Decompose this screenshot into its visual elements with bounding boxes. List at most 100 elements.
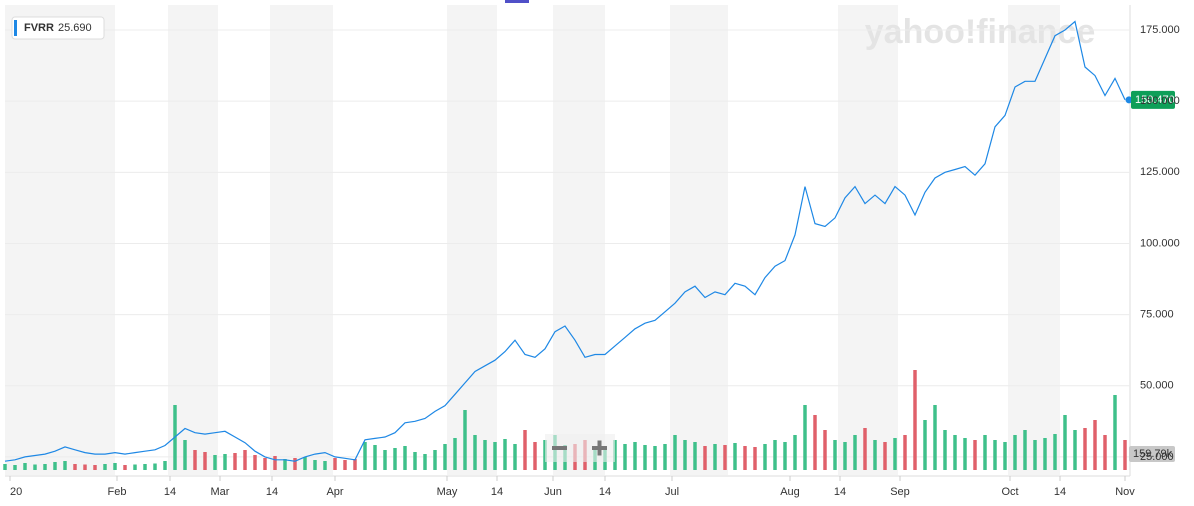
volume-bar — [653, 446, 657, 470]
volume-bar — [293, 458, 297, 470]
volume-bar — [63, 461, 67, 470]
volume-bar — [363, 442, 367, 470]
last-dot — [1125, 96, 1133, 104]
volume-bar — [103, 464, 107, 470]
volume-bar — [1063, 415, 1067, 470]
band — [447, 5, 497, 475]
volume-bar — [883, 442, 887, 470]
x-tick-label: Oct — [1001, 486, 1018, 498]
volume-bar — [953, 435, 957, 470]
volume-bar — [383, 450, 387, 470]
volume-bar — [693, 442, 697, 470]
volume-bar — [1093, 420, 1097, 470]
volume-bar — [913, 370, 917, 470]
volume-bar — [483, 440, 487, 470]
volume-bar — [673, 435, 677, 470]
volume-bar — [83, 464, 87, 470]
volume-bar — [283, 459, 287, 470]
band — [838, 5, 898, 475]
volume-bar — [1033, 440, 1037, 470]
volume-bar — [263, 458, 267, 470]
x-tick-label: Aug — [780, 486, 800, 498]
y-tick-label: 150.000 — [1140, 95, 1180, 107]
volume-bar — [993, 440, 997, 470]
volume-bar — [663, 444, 667, 470]
range-indicator — [505, 0, 529, 3]
volume-bar — [723, 445, 727, 470]
watermark: yahoo!finance — [865, 13, 1095, 51]
volume-bar — [233, 453, 237, 470]
volume-bar — [753, 447, 757, 470]
volume-bar — [433, 450, 437, 470]
x-tick-label: 20 — [10, 486, 22, 498]
legend: FVRR 25.690 — [11, 16, 105, 40]
volume-bar — [203, 452, 207, 470]
x-tick-label: Nov — [1115, 486, 1135, 498]
volume-bar — [1053, 434, 1057, 470]
volume-bar — [703, 446, 707, 470]
volume-bar — [1013, 435, 1017, 470]
y-tick-label: 75.000 — [1140, 309, 1174, 321]
x-tick-label: 14 — [164, 486, 176, 498]
volume-bar — [323, 461, 327, 470]
band — [670, 5, 728, 475]
volume-bar — [1083, 428, 1087, 470]
x-tick-label: Apr — [326, 486, 343, 498]
legend-price: 25.690 — [58, 22, 92, 34]
volume-bar — [213, 455, 217, 470]
volume-bar — [163, 461, 167, 470]
volume-bar — [353, 459, 357, 470]
volume-bar — [453, 438, 457, 470]
volume-bar — [743, 446, 747, 470]
zoom-in[interactable] — [592, 440, 607, 456]
volume-bar — [983, 435, 987, 470]
volume-bar — [713, 444, 717, 470]
band — [553, 5, 605, 475]
volume-bar — [513, 444, 517, 470]
x-tick-label: Mar — [211, 486, 230, 498]
volume-bar — [923, 420, 927, 470]
y-tick-label: 50.000 — [1140, 380, 1174, 392]
zoom-out[interactable] — [552, 446, 567, 450]
volume-bar — [143, 464, 147, 470]
x-tick-label: Feb — [108, 486, 127, 498]
price-line — [4, 20, 1126, 462]
volume-bar — [933, 405, 937, 470]
x-tick-label: 14 — [1054, 486, 1066, 498]
volume-bar — [683, 440, 687, 470]
legend-symbol: FVRR — [24, 22, 54, 34]
volume-bar — [443, 444, 447, 470]
volume-bar — [373, 445, 377, 470]
x-tick-label: 14 — [491, 486, 503, 498]
band — [270, 5, 333, 475]
volume-bar — [503, 439, 507, 470]
volume-bar — [43, 464, 47, 470]
volume-bar — [1043, 438, 1047, 470]
volume-bar — [1103, 435, 1107, 470]
last-volume-box — [1129, 446, 1175, 463]
volume-bar — [793, 435, 797, 470]
volume-bar — [1113, 395, 1117, 470]
volume-bar — [783, 442, 787, 470]
legend-box — [11, 16, 105, 40]
x-tick-label: 14 — [599, 486, 611, 498]
volume-bar — [183, 440, 187, 470]
volume-bar — [463, 410, 467, 470]
volume-bar — [3, 464, 7, 470]
volume-bar — [873, 440, 877, 470]
volume-bar — [13, 465, 17, 470]
volume-bar — [193, 450, 197, 470]
volume-bar — [243, 450, 247, 470]
last-volume-label: 159.79k — [1133, 448, 1173, 460]
volume-bar — [943, 430, 947, 470]
volume-bar — [273, 456, 277, 470]
volume-bar — [973, 440, 977, 470]
volume-bar — [963, 438, 967, 470]
volume-bar — [413, 452, 417, 470]
month-bands — [5, 5, 1060, 475]
volume-bar — [623, 444, 627, 470]
y-tick-label: 100.000 — [1140, 237, 1180, 249]
volume-bar — [733, 443, 737, 470]
x-tick-label: 14 — [266, 486, 278, 498]
